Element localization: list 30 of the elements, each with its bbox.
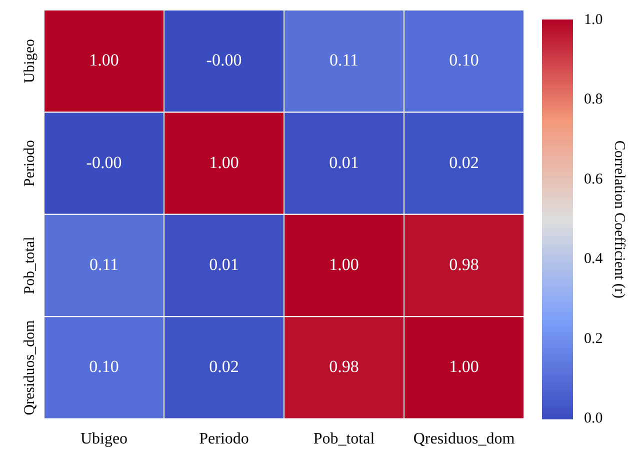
data-label: 0.02: [209, 357, 239, 376]
x-tick-label: Ubigeo: [80, 430, 128, 448]
color-bar-label: 0.2: [584, 330, 603, 347]
data-label: 0.02: [449, 152, 479, 172]
data-label: -0.00: [206, 50, 242, 70]
data-label: 0.98: [449, 254, 479, 274]
data-label: -0.00: [86, 152, 122, 172]
color-bar-label: 0.6: [584, 171, 604, 188]
data-label: 0.98: [329, 357, 359, 376]
x-tick-label: Qresiduos_dom: [413, 430, 516, 448]
data-label: 1.00: [89, 50, 119, 70]
y-tick-label: Periodo: [22, 140, 38, 187]
data-label: 0.10: [89, 357, 119, 376]
data-label: 0.10: [449, 50, 479, 70]
x-tick-label: Periodo: [199, 430, 249, 448]
data-label: 0.01: [329, 152, 359, 172]
x-tick-label: Pob_total: [313, 430, 376, 448]
y-tick-label: Ubigeo: [22, 39, 38, 84]
color-bar-label: 0.8: [584, 92, 603, 108]
color-bar-label: 1.0: [584, 12, 603, 28]
data-label: 1.00: [449, 357, 479, 376]
data-label: 1.00: [329, 254, 359, 274]
data-label: 0.11: [329, 50, 359, 70]
data-label: 0.01: [209, 254, 239, 274]
color-bar-label: 0.4: [584, 251, 604, 268]
color-bar-title: Correlation Coefficient (r): [611, 140, 628, 298]
data-label: 1.00: [209, 152, 239, 172]
y-tick-label: Pob_total: [22, 236, 38, 294]
color-bar-label: 0.0: [584, 410, 603, 427]
data-label: 0.11: [89, 254, 119, 274]
